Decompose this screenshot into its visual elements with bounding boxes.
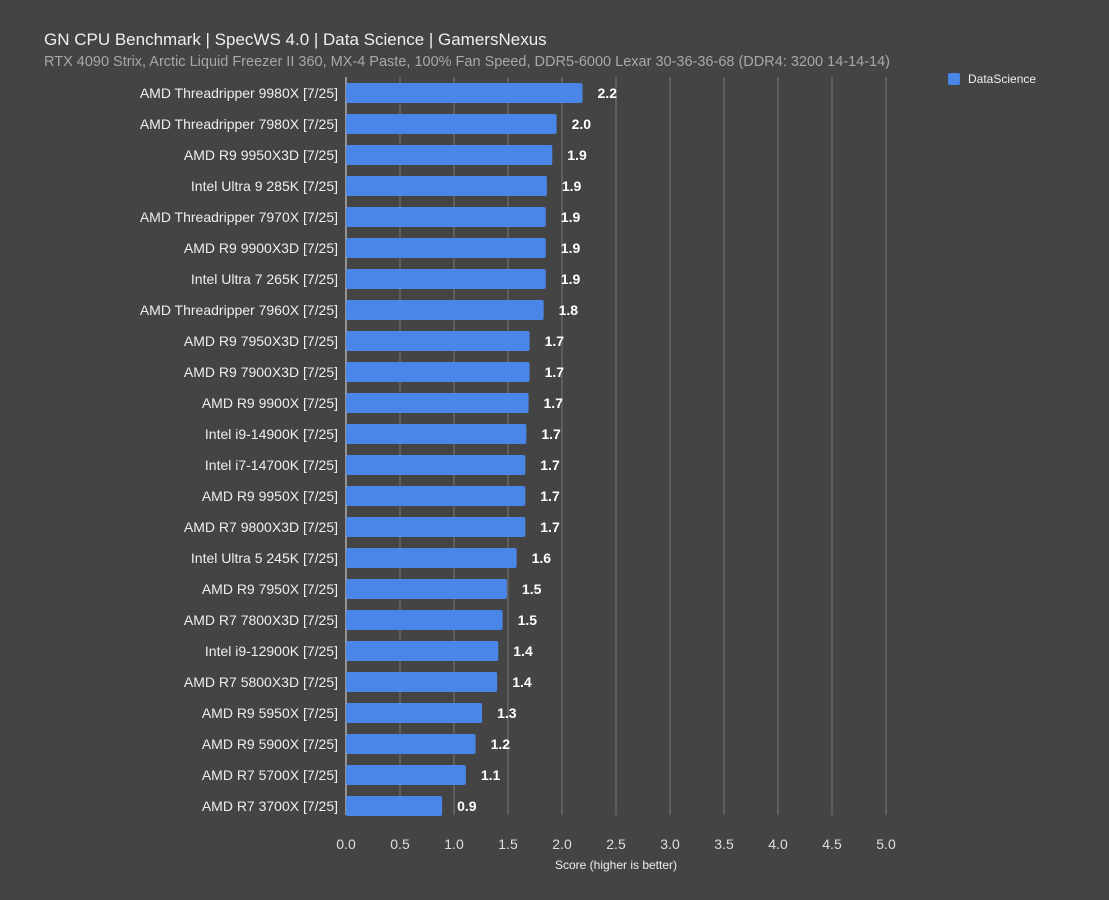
category-label: AMD R9 5950X [7/25]: [202, 705, 338, 721]
data-label: 1.4: [512, 674, 532, 690]
category-label: AMD R9 9900X [7/25]: [202, 395, 338, 411]
data-label: 1.7: [544, 395, 564, 411]
data-label: 1.7: [545, 364, 565, 380]
category-label: AMD Threadripper 7970X [7/25]: [140, 209, 338, 225]
bar: [346, 734, 476, 754]
data-label: 2.2: [598, 85, 618, 101]
category-label: AMD R9 9900X3D [7/25]: [184, 240, 338, 256]
chart-subtitle: RTX 4090 Strix, Arctic Liquid Freezer II…: [44, 54, 890, 70]
category-label: Intel Ultra 7 265K [7/25]: [191, 271, 338, 287]
data-label: 1.6: [532, 550, 552, 566]
data-label: 1.4: [513, 643, 533, 659]
bar: [346, 331, 530, 351]
data-label: 1.9: [562, 178, 582, 194]
category-label: AMD R9 7900X3D [7/25]: [184, 364, 338, 380]
category-label: Intel i9-12900K [7/25]: [205, 643, 338, 659]
category-label: AMD R9 5900X [7/25]: [202, 736, 338, 752]
bar: [346, 114, 557, 134]
data-label: 1.9: [561, 271, 581, 287]
bar: [346, 610, 503, 630]
x-tick-label: 5.0: [876, 836, 896, 852]
category-label: AMD Threadripper 7980X [7/25]: [140, 116, 338, 132]
data-label: 1.7: [540, 457, 560, 473]
x-tick-label: 2.5: [606, 836, 626, 852]
bar: [346, 672, 498, 692]
bar: [346, 517, 526, 537]
data-label: 1.7: [540, 519, 560, 535]
x-tick-label: 3.5: [714, 836, 734, 852]
legend: DataScience: [948, 72, 1036, 86]
bar: [346, 207, 546, 227]
bar: [346, 145, 553, 165]
category-label: AMD R9 9950X3D [7/25]: [184, 147, 338, 163]
bar: [346, 424, 527, 444]
data-label: 1.7: [540, 488, 560, 504]
category-label: Intel Ultra 9 285K [7/25]: [191, 178, 338, 194]
category-label: AMD Threadripper 9980X [7/25]: [140, 85, 338, 101]
data-label: 1.1: [481, 767, 501, 783]
x-tick-label: 4.5: [822, 836, 842, 852]
category-label: AMD R9 7950X3D [7/25]: [184, 333, 338, 349]
data-label: 2.0: [572, 116, 592, 132]
data-label: 1.9: [567, 147, 587, 163]
bar: [346, 238, 546, 258]
x-tick-label: 1.5: [498, 836, 518, 852]
bar: [346, 269, 546, 289]
data-label: 1.5: [522, 581, 542, 597]
bar: [346, 548, 517, 568]
category-label: AMD R7 5700X [7/25]: [202, 767, 338, 783]
x-tick-label: 3.0: [660, 836, 680, 852]
x-axis-label: Score (higher is better): [554, 858, 678, 872]
legend-swatch: [948, 73, 960, 85]
data-label: 1.9: [561, 240, 581, 256]
category-label: AMD Threadripper 7960X [7/25]: [140, 302, 338, 318]
data-label: 0.9: [457, 798, 477, 814]
bar: [346, 83, 583, 103]
data-label: 1.5: [518, 612, 538, 628]
bar: [346, 176, 547, 196]
data-label: 1.7: [541, 426, 561, 442]
category-label: AMD R7 9800X3D [7/25]: [184, 519, 338, 535]
bar: [346, 455, 526, 475]
data-label: 1.9: [561, 209, 581, 225]
x-tick-label: 0.5: [390, 836, 410, 852]
bar: [346, 641, 499, 661]
data-label: 1.2: [491, 736, 511, 752]
category-label: AMD R7 7800X3D [7/25]: [184, 612, 338, 628]
data-label: 1.7: [545, 333, 565, 349]
data-label: 1.3: [497, 705, 517, 721]
legend-label: DataScience: [968, 72, 1037, 86]
category-label: AMD R7 3700X [7/25]: [202, 798, 338, 814]
category-label: AMD R7 5800X3D [7/25]: [184, 674, 338, 690]
bar: [346, 765, 466, 785]
bar: [346, 796, 443, 816]
x-tick-label: 2.0: [552, 836, 572, 852]
category-label: Intel i9-14900K [7/25]: [205, 426, 338, 442]
bar: [346, 393, 529, 413]
category-label: AMD R9 9950X [7/25]: [202, 488, 338, 504]
bar: [346, 362, 530, 382]
bar: [346, 579, 507, 599]
bar: [346, 703, 483, 723]
chart-title: GN CPU Benchmark | SpecWS 4.0 | Data Sci…: [44, 30, 547, 49]
x-tick-label: 0.0: [336, 836, 356, 852]
x-tick-label: 4.0: [768, 836, 788, 852]
category-label: AMD R9 7950X [7/25]: [202, 581, 338, 597]
category-label: Intel i7-14700K [7/25]: [205, 457, 338, 473]
bar: [346, 300, 544, 320]
category-label: Intel Ultra 5 245K [7/25]: [191, 550, 338, 566]
data-label: 1.8: [559, 302, 579, 318]
bar: [346, 486, 526, 506]
x-tick-label: 1.0: [444, 836, 464, 852]
